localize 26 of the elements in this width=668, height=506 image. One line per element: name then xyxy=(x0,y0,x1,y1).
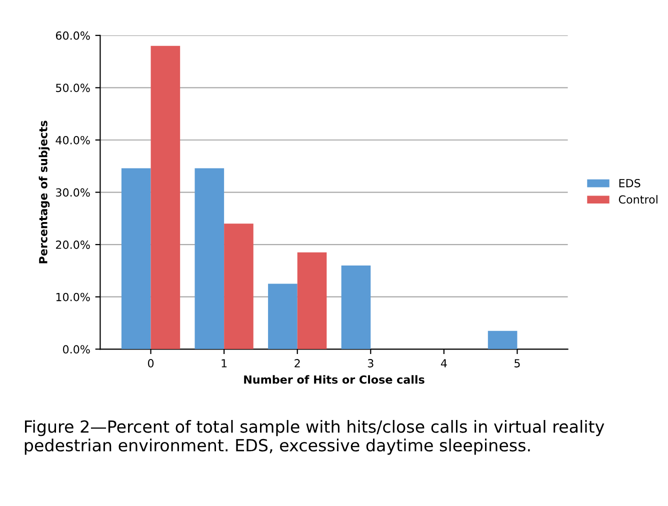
bar xyxy=(150,46,180,350)
caption: Figure 2—Percent of total sample with hits/close calls in virtual reality pedestrian environment. EDS, excessive daytime sleepiness. xyxy=(24,420,604,455)
y-tick-label: 50.0% xyxy=(56,84,90,92)
bar xyxy=(297,252,327,350)
x-tick-label: 2 xyxy=(294,359,300,368)
bar xyxy=(194,168,224,350)
legend-label: Control xyxy=(618,195,658,204)
y-tick-label: 30.0% xyxy=(56,188,90,197)
x-tick-label: 3 xyxy=(368,359,374,368)
x-tick-label: 0 xyxy=(148,359,154,368)
y-tick-label: 40.0% xyxy=(56,136,90,144)
bar xyxy=(268,284,298,350)
x-tick-label: 5 xyxy=(514,359,520,368)
bar xyxy=(121,168,151,350)
bar xyxy=(224,224,254,350)
y-tick-label: 0.0% xyxy=(62,345,90,354)
y-tick-label: 10.0% xyxy=(56,292,90,302)
y-axis-title: Percentage of subjects xyxy=(38,120,50,264)
x-tick-label: 1 xyxy=(222,359,227,368)
x-axis-title: Number of Hits or Close calls xyxy=(244,375,424,384)
legend-label: EDS xyxy=(619,178,640,188)
y-tick-label: 20.0% xyxy=(56,240,90,249)
bar xyxy=(488,330,518,350)
y-tick-label: 60.0% xyxy=(56,31,90,40)
bar xyxy=(341,265,371,350)
x-tick-label: 4 xyxy=(440,359,447,368)
